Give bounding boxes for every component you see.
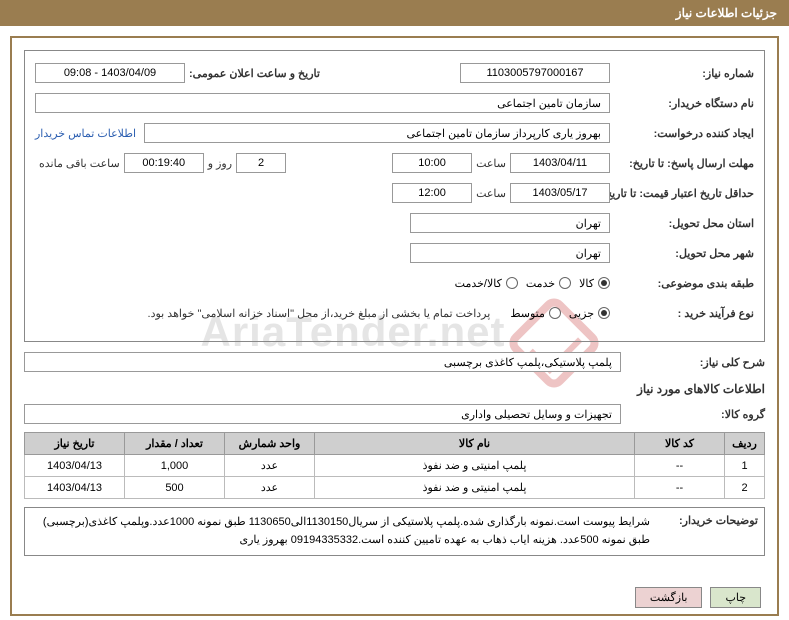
- th-code: کد کالا: [635, 433, 725, 455]
- desc-label: شرح کلی نیاز:: [625, 356, 765, 369]
- validity-date-field: 1403/05/17: [510, 183, 610, 203]
- city-field: تهران: [410, 243, 610, 263]
- validity-time-field: 12:00: [392, 183, 472, 203]
- process-note: پرداخت تمام یا بخشی از مبلغ خرید،از محل …: [148, 307, 491, 320]
- buyer-org-field: سازمان تامین اجتماعی: [35, 93, 610, 113]
- category-radio-group: کالا خدمت کالا/خدمت: [455, 277, 610, 290]
- print-button[interactable]: چاپ: [710, 587, 761, 608]
- buyer-note-label: توضیحات خریدار:: [658, 514, 758, 527]
- goods-table: ردیف کد کالا نام کالا واحد شمارش تعداد /…: [24, 432, 765, 499]
- deadline-label: مهلت ارسال پاسخ: تا تاریخ:: [614, 157, 754, 170]
- city-label: شهر محل تحویل:: [614, 247, 754, 260]
- page-title: جزئیات اطلاعات نیاز: [0, 0, 789, 26]
- validity-label: حداقل تاریخ اعتبار قیمت: تا تاریخ:: [614, 187, 754, 200]
- th-unit: واحد شمارش: [225, 433, 315, 455]
- process-radio-group: جزیی متوسط: [510, 307, 610, 320]
- requester-label: ایجاد کننده درخواست:: [614, 127, 754, 140]
- province-label: استان محل تحویل:: [614, 217, 754, 230]
- announce-field: 1403/04/09 - 09:08: [35, 63, 185, 83]
- deadline-time-field: 10:00: [392, 153, 472, 173]
- th-row: ردیف: [725, 433, 765, 455]
- contact-link[interactable]: اطلاعات تماس خریدار: [35, 127, 136, 140]
- countdown-field: 00:19:40: [124, 153, 204, 173]
- group-label: گروه کالا:: [625, 408, 765, 421]
- th-date: تاریخ نیاز: [25, 433, 125, 455]
- radio-service[interactable]: خدمت: [526, 277, 571, 290]
- table-row: 2 -- پلمپ امنیتی و ضد نفوذ عدد 500 1403/…: [25, 477, 765, 499]
- top-section: شماره نیاز: 1103005797000167 تاریخ و ساع…: [24, 50, 765, 342]
- desc-field: پلمپ پلاستیکی،پلمپ کاغذی برچسبی: [24, 352, 621, 372]
- need-no-label: شماره نیاز:: [614, 67, 754, 80]
- table-row: 1 -- پلمپ امنیتی و ضد نفوذ عدد 1,000 140…: [25, 455, 765, 477]
- announce-label: تاریخ و ساعت اعلان عمومی:: [189, 67, 320, 80]
- group-field: تجهیزات و وسایل تحصیلی واداری: [24, 404, 621, 424]
- need-no-field: 1103005797000167: [460, 63, 610, 83]
- days-field: 2: [236, 153, 286, 173]
- back-button[interactable]: بازگشت: [635, 587, 703, 608]
- th-qty: تعداد / مقدار: [125, 433, 225, 455]
- province-field: تهران: [410, 213, 610, 233]
- days-label: روز و: [208, 157, 232, 170]
- radio-medium[interactable]: متوسط: [510, 307, 561, 320]
- deadline-date-field: 1403/04/11: [510, 153, 610, 173]
- th-name: نام کالا: [315, 433, 635, 455]
- process-label: نوع فرآیند خرید :: [614, 307, 754, 320]
- buyer-org-label: نام دستگاه خریدار:: [614, 97, 754, 110]
- hour-label-2: ساعت: [476, 187, 506, 200]
- buyer-note-text: شرایط پیوست است.نمونه بارگذاری شده.پلمپ …: [31, 514, 650, 549]
- category-label: طبقه بندی موضوعی:: [614, 277, 754, 290]
- radio-both[interactable]: کالا/خدمت: [455, 277, 518, 290]
- hour-label-1: ساعت: [476, 157, 506, 170]
- goods-section-title: اطلاعات کالاهای مورد نیاز: [24, 382, 765, 396]
- buyer-note-box: توضیحات خریدار: شرایط پیوست است.نمونه با…: [24, 507, 765, 556]
- radio-small[interactable]: جزیی: [569, 307, 610, 320]
- remaining-label: ساعت باقی مانده: [39, 157, 120, 170]
- radio-goods[interactable]: کالا: [579, 277, 610, 290]
- requester-field: بهروز یاری کارپرداز سازمان تامین اجتماعی: [144, 123, 610, 143]
